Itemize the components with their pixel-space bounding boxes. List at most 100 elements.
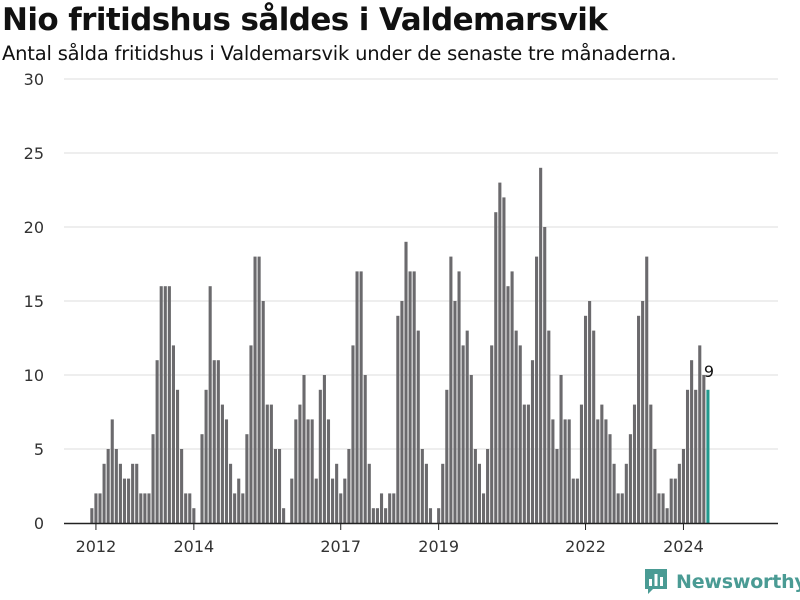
bar: [457, 271, 461, 523]
bar: [665, 508, 669, 523]
bar: [257, 256, 261, 523]
bar: [192, 508, 196, 523]
bar: [388, 493, 392, 523]
bar: [543, 227, 547, 523]
bar: [212, 360, 216, 523]
bar: [510, 271, 514, 523]
gridlines: [64, 78, 778, 450]
chart-title: Nio fritidshus såldes i Valdemarsvik: [2, 2, 608, 38]
bar: [416, 330, 420, 523]
bar: [441, 463, 445, 523]
x-tick-label: 2024: [663, 537, 704, 556]
bar: [265, 404, 269, 523]
bar: [461, 345, 465, 523]
bar: [175, 389, 180, 523]
bar: [628, 434, 632, 523]
brand-name: Newsworthy: [676, 571, 800, 593]
bar: [522, 404, 526, 523]
bar: [233, 493, 237, 523]
bar: [526, 404, 530, 523]
bar: [563, 419, 567, 523]
bar: [506, 286, 510, 523]
bar: [249, 345, 253, 523]
y-tick-label: 0: [34, 514, 44, 533]
bar: [269, 404, 273, 523]
newsworthy-brand: Newsworthy: [645, 569, 800, 595]
bar: [449, 256, 453, 523]
bar: [359, 271, 363, 523]
bar: [559, 375, 563, 523]
bar: [188, 493, 192, 523]
last-value-label: 9: [704, 362, 714, 381]
bar: [375, 508, 379, 523]
bar: [167, 286, 171, 523]
bar: [318, 389, 322, 523]
bar: [657, 493, 661, 523]
bar: [379, 493, 384, 523]
bar: [253, 256, 257, 523]
bar: [649, 404, 653, 523]
bar: [551, 419, 555, 523]
y-tick-label: 5: [34, 440, 44, 459]
bar: [326, 419, 331, 523]
bar: [588, 301, 592, 523]
bar: [151, 434, 155, 523]
bar: [245, 434, 249, 523]
newsworthy-logo-icon: [645, 569, 667, 595]
bar: [437, 508, 441, 523]
bar: [143, 493, 147, 523]
bar: [690, 360, 694, 523]
bar: [494, 212, 498, 523]
bar: [445, 389, 449, 523]
bar: [310, 419, 314, 523]
y-tick-label: 25: [24, 144, 44, 163]
bar: [224, 419, 229, 523]
bars: [90, 167, 710, 524]
bar: [616, 493, 620, 523]
bar: [94, 493, 98, 523]
chart-subtitle: Antal sålda fritidshus i Valdemarsvik un…: [2, 42, 677, 65]
bar: [171, 345, 175, 523]
bar: [596, 419, 600, 523]
bar: [122, 478, 127, 523]
bar: [114, 449, 118, 523]
bar: [490, 345, 494, 523]
bar: [555, 449, 559, 523]
bar: [702, 375, 706, 523]
bar: [592, 330, 596, 523]
bar: [282, 508, 286, 523]
bar: [290, 478, 294, 523]
annotations: 9: [704, 362, 714, 381]
bar: [90, 508, 94, 523]
bar: [669, 478, 673, 523]
bar: [547, 330, 551, 523]
bar: [306, 419, 310, 523]
bar: [408, 271, 412, 523]
bar: [661, 493, 665, 523]
bar: [343, 478, 347, 523]
bar: [641, 301, 645, 523]
bar: [102, 463, 106, 523]
bar: [396, 315, 400, 523]
y-tick-label: 15: [24, 292, 44, 311]
bar: [604, 419, 608, 523]
bar: [685, 389, 690, 523]
bar: [371, 508, 375, 523]
y-axis-tick-labels: 0 5 10 15 20 25 30: [24, 70, 44, 533]
bar: [600, 404, 604, 523]
x-tick-label: 2017: [320, 537, 361, 556]
bar: [314, 478, 318, 523]
bar: [694, 389, 698, 523]
bar: [147, 493, 151, 523]
bar: [351, 345, 355, 523]
bar: [575, 478, 579, 523]
bar: [404, 241, 408, 524]
y-tick-label: 20: [24, 218, 44, 237]
bar: [127, 478, 131, 523]
x-axis-tick-labels: 2012 2014 2017 2019 2022 2024: [76, 537, 704, 556]
bar: [159, 286, 163, 523]
bar: [180, 449, 184, 523]
bar: [632, 404, 637, 523]
x-tick-label: 2022: [565, 537, 606, 556]
